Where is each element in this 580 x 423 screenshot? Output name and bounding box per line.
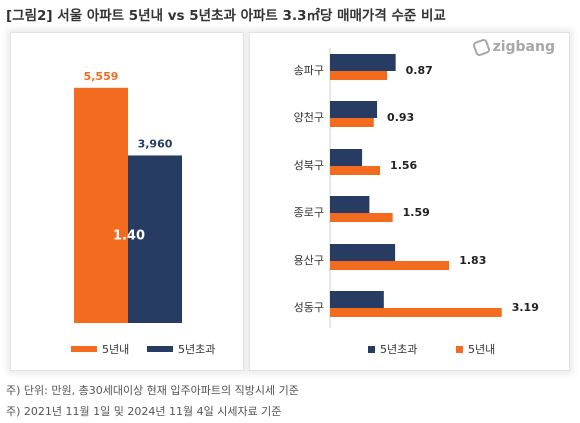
bar-5년초과-송파구 bbox=[330, 54, 396, 71]
legend-label-5년초과: 5년초과 bbox=[380, 343, 417, 356]
ratio-label-양천구: 0.93 bbox=[387, 111, 414, 124]
legend-swatch-5년초과 bbox=[147, 346, 173, 352]
category-label-종로구: 종로구 bbox=[294, 206, 324, 219]
left-chart-panel: 5,559 3,960 1.40 5년내 5년초과 bbox=[10, 32, 244, 371]
legend-swatch-5년내 bbox=[456, 346, 463, 353]
ratio-label-용산구: 1.83 bbox=[459, 254, 486, 267]
bar-5년내-양천구 bbox=[330, 118, 374, 127]
category-label-성동구: 성동구 bbox=[294, 301, 324, 314]
legend-swatch-5년내 bbox=[71, 346, 97, 352]
bar-5년내-성북구 bbox=[330, 166, 381, 175]
legend-label-5년내: 5년내 bbox=[468, 343, 495, 356]
legend-label-5년초과: 5년초과 bbox=[178, 343, 215, 356]
bar-5년내-송파구 bbox=[330, 71, 388, 80]
bar-5년내-성동구 bbox=[330, 308, 502, 317]
bar-5년내-종로구 bbox=[330, 213, 393, 222]
bar-5년초과-양천구 bbox=[330, 101, 378, 118]
ratio-label-성동구: 3.19 bbox=[512, 301, 539, 314]
bar-5년초과-종로구 bbox=[330, 196, 370, 213]
ratio-label-송파구: 0.87 bbox=[406, 64, 433, 77]
footnotes: 주) 단위: 만원, 총30세대이상 현재 입주아파트의 직방시세 기준 주) … bbox=[6, 380, 299, 422]
left-bar-chart: 5,559 3,960 1.40 5년내 5년초과 bbox=[71, 70, 215, 356]
category-label-송파구: 송파구 bbox=[294, 64, 324, 77]
category-label-성북구: 성북구 bbox=[294, 159, 324, 172]
legend-label-5년내: 5년내 bbox=[102, 343, 129, 356]
value-label-5년내: 5,559 bbox=[84, 70, 119, 83]
bar-5년초과-성북구 bbox=[330, 149, 363, 166]
category-label-용산구: 용산구 bbox=[294, 254, 324, 267]
ratio-label-종로구: 1.59 bbox=[403, 206, 430, 219]
bar-5년초과-용산구 bbox=[330, 244, 396, 261]
footnote-date: 주) 2021년 11월 1일 및 2024년 11월 4일 시세자료 기준 bbox=[6, 405, 282, 418]
right-bar-chart: 송파구 0.87 양천구 0.93 성북구 1.56 종로구 1.59 용산구 1.83 성동구 3.… bbox=[294, 48, 539, 356]
legend-swatch-5년초과 bbox=[368, 346, 375, 353]
value-label-5년초과: 3,960 bbox=[138, 137, 173, 150]
ratio-label: 1.40 bbox=[113, 228, 145, 243]
category-label-양천구: 양천구 bbox=[294, 110, 324, 124]
bar-5년초과-성동구 bbox=[330, 291, 384, 308]
bar-5년내 bbox=[74, 87, 128, 323]
chart-title: [그림2] 서울 아파트 5년내 vs 5년초과 아파트 3.3㎡당 매매가격 … bbox=[6, 8, 446, 24]
right-chart-panel: zigbang 송파구 0.87 양천구 0.93 성북구 1.56 종로구 1.59 용산구 1… bbox=[249, 32, 570, 371]
bar-5년내-용산구 bbox=[330, 261, 450, 270]
zigbang-logo: zigbang bbox=[471, 37, 555, 57]
logo-text: zigbang bbox=[492, 39, 555, 55]
bar-5년초과 bbox=[128, 155, 182, 323]
ratio-label-성북구: 1.56 bbox=[390, 159, 417, 172]
footnote-unit: 주) 단위: 만원, 총30세대이상 현재 입주아파트의 직방시세 기준 bbox=[6, 384, 299, 397]
